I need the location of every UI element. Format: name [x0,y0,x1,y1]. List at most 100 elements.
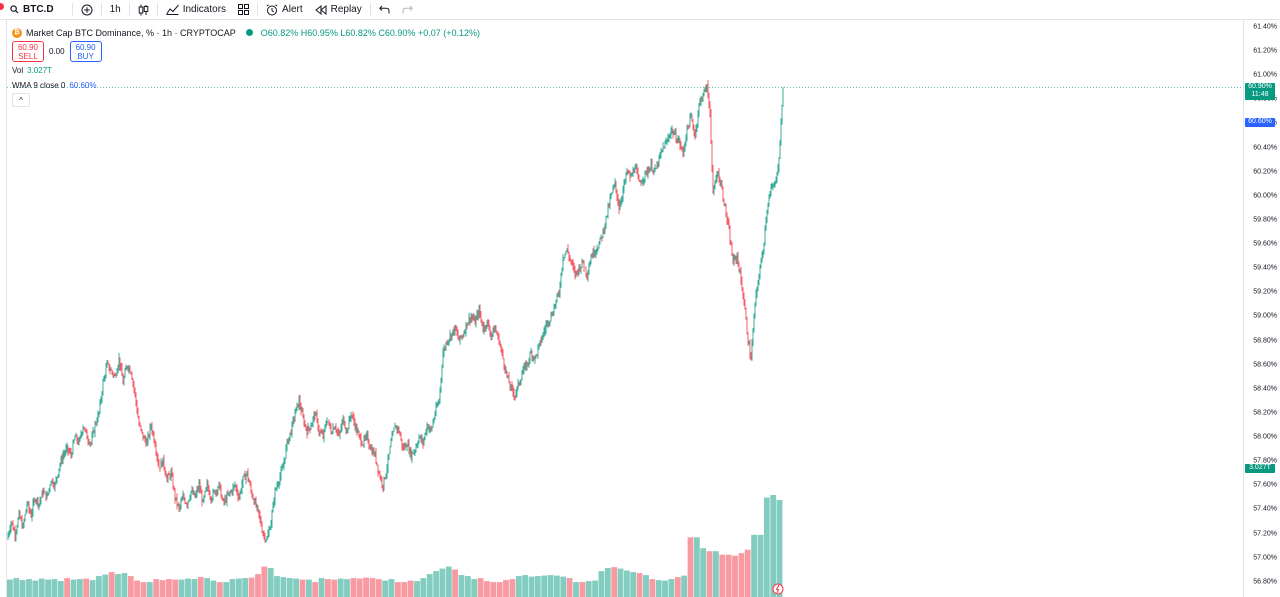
volume-bar [496,582,503,597]
volume-bar [70,579,77,597]
chart-type-button[interactable] [132,0,155,19]
undo-button[interactable] [373,0,396,19]
series-title: Market Cap BTC Dominance, % · 1h · CRYPT… [26,27,236,38]
volume-bar [643,575,649,597]
price-tick-label: 57.20% [1253,530,1277,538]
volume-bar [146,582,153,597]
interval-button[interactable]: 1h [104,0,127,19]
volume-bar [668,579,675,597]
last-price-tag: 60.90% 11:48 [1245,83,1275,100]
volume-bar [13,578,20,597]
volume-bar [153,579,160,597]
volume-bar [57,581,64,597]
interval-label: 1h [109,4,121,15]
change-value: +0.07 (+0.12%) [417,27,480,38]
sell-price: 60.90 [17,42,39,52]
buy-price: 60.90 [75,42,96,52]
volume-bar [624,570,630,597]
volume-bar [681,575,687,597]
layouts-button[interactable] [232,0,255,19]
alert-label: Alert [282,4,303,15]
volume-bar [560,576,567,597]
volume-bar [509,579,516,597]
high-value: 60.95% [307,27,338,38]
volume-bar [725,554,732,597]
volume-bar [630,572,637,597]
divider [71,3,73,16]
alert-button[interactable]: Alert [260,0,309,19]
chevron-up-icon: ^ [19,95,23,105]
volume-bar [350,578,357,597]
buy-label: BUY [77,51,94,61]
symbol-label: BTC.D [23,4,54,15]
volume-bar [604,568,611,597]
indicators-label: Indicators [182,4,227,15]
status-dot-icon [245,29,253,36]
volume-bar [261,566,268,597]
volume-tag-value: 3.027T [1249,464,1271,471]
volume-bar [515,576,522,597]
compare-button[interactable] [75,0,99,19]
volume-bar [89,580,96,597]
volume-bar [45,579,51,597]
volume-bar [286,578,293,597]
grid-icon [238,4,250,15]
symbol-legend[interactable]: ₿ Market Cap BTC Dominance, % · 1h · CRY… [12,26,480,39]
bar-countdown: 11:48 [1251,91,1269,98]
volume-bar [51,579,58,597]
volume-bar [649,579,656,597]
volume-bar [522,575,528,597]
price-tick-label: 57.00% [1253,554,1277,562]
price-axis[interactable]: 61.40%61.20%61.00%60.80%60.60%60.40%60.2… [1243,20,1280,597]
symbol-search-button[interactable]: BTC.D [0,0,60,19]
price-tick-label: 58.00% [1253,433,1277,441]
volume-bar [325,579,331,597]
volume-bar [585,581,592,597]
indicators-button[interactable]: Indicators [160,0,232,19]
buy-button[interactable]: 60.90 BUY [69,41,102,62]
volume-bar [598,571,605,597]
price-tick-label: 57.40% [1253,505,1277,513]
top-toolbar: BTC.D 1h Indicators Alert Replay [0,0,1280,20]
collapse-legend-button[interactable]: ^ [12,93,30,107]
volume-bar [267,568,274,597]
volume-bar [732,555,738,597]
wma-legend[interactable]: WMA 9 close 0 60.60% [12,81,97,90]
volume-bar [274,576,280,597]
chart-pane[interactable] [6,20,1244,597]
volume-bar [382,580,389,597]
divider [369,3,371,16]
volume-bar [375,579,382,597]
volume-bar [280,577,287,597]
volume-bar [744,549,751,597]
price-tick-label: 58.60% [1253,361,1277,369]
volume-bar [439,568,446,597]
price-tick-label: 61.20% [1253,47,1277,55]
sell-button[interactable]: 60.90 SELL [12,41,44,62]
replay-button[interactable]: Replay [309,0,368,19]
volume-bar [484,581,490,597]
price-tick-label: 61.40% [1253,23,1277,31]
alarm-clock-icon [266,3,278,15]
undo-icon [378,5,390,14]
volume-bar [738,553,745,597]
volume-bar [763,497,770,597]
divider [156,3,158,16]
price-chart[interactable] [0,0,1243,597]
notification-dot [0,3,4,10]
volume-bar [770,495,777,597]
price-tick-label: 60.20% [1253,168,1277,176]
sell-label: SELL [18,51,38,61]
volume-legend[interactable]: Vol 3.027T [12,66,52,75]
volume-bar [108,572,115,597]
price-tick-label: 60.00% [1253,192,1277,200]
price-tick-label: 57.60% [1253,481,1277,489]
volume-bar [172,579,179,597]
redo-button[interactable] [396,0,419,19]
volume-bar [465,576,471,597]
volume-bar [566,578,573,597]
volume-bar [32,580,39,597]
indicators-icon [165,4,179,15]
volume-bar [204,578,210,597]
volume-bar [776,500,783,597]
